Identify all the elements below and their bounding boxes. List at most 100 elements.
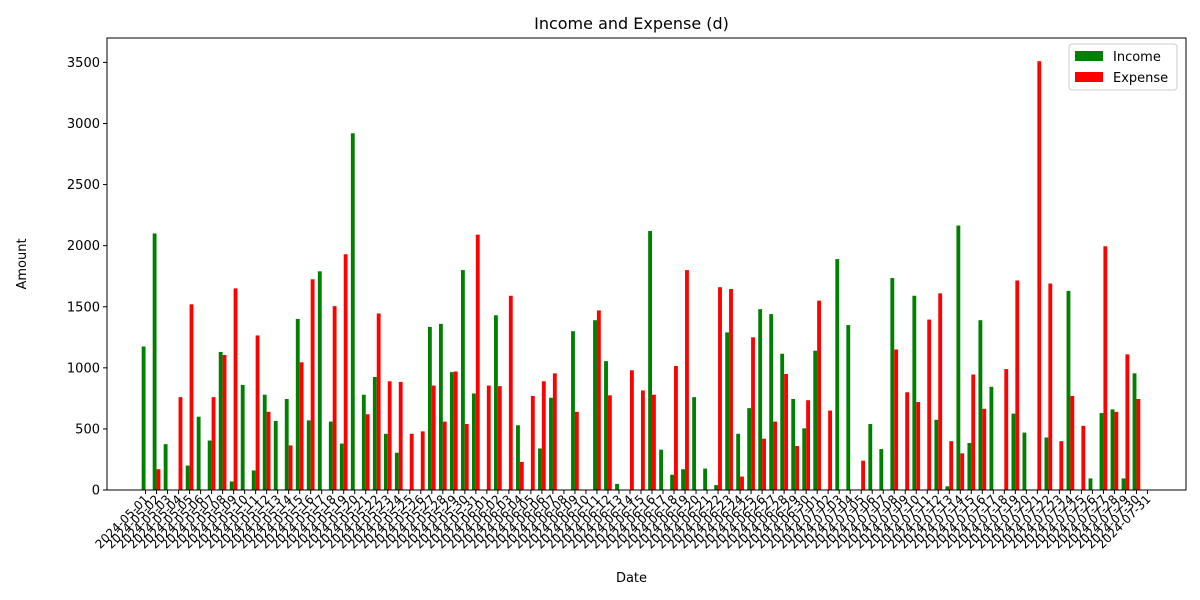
- income-bar: [1121, 478, 1126, 490]
- expense-bar: [222, 355, 227, 490]
- income-bar: [449, 372, 454, 490]
- expense-bar: [905, 392, 910, 490]
- expense-bar: [762, 438, 766, 490]
- expense-bar: [1070, 395, 1075, 490]
- y-tick-label: 0: [92, 484, 100, 499]
- expense-bar: [674, 366, 678, 490]
- income-bar: [185, 465, 190, 490]
- income-bar: [967, 442, 972, 490]
- y-tick-label: 2000: [67, 239, 100, 254]
- income-bar: [460, 270, 465, 490]
- expense-bar: [1059, 441, 1064, 490]
- expense-bar: [442, 421, 447, 490]
- expense-bar: [596, 310, 601, 490]
- income-bar: [670, 474, 675, 490]
- expense-bar: [431, 385, 436, 490]
- expense-bar: [927, 319, 932, 490]
- expense-bar: [497, 386, 502, 490]
- income-bar: [1011, 413, 1016, 490]
- expense-bar: [420, 431, 425, 490]
- income-bar: [934, 419, 939, 490]
- expense-bar: [255, 335, 260, 490]
- income-bar: [1044, 437, 1049, 490]
- income-bar: [703, 468, 708, 490]
- x-axis-ticks: 2024-05-012024-05-022024-05-032024-05-04…: [92, 490, 1154, 551]
- income-bar: [240, 384, 245, 490]
- income-bar: [604, 361, 608, 490]
- income-bar: [835, 259, 840, 490]
- expense-bar: [828, 410, 833, 490]
- income-bar: [251, 470, 256, 490]
- expense-bar: [574, 411, 579, 490]
- expense-bar: [740, 476, 744, 490]
- legend-label-expense: Expense: [1113, 71, 1168, 86]
- expense-bar: [894, 349, 899, 490]
- income-bar: [571, 331, 575, 490]
- expense-bar: [332, 306, 337, 490]
- expense-bar: [486, 385, 491, 490]
- expense-bar: [387, 381, 392, 490]
- income-bar: [868, 424, 873, 490]
- expense-bar: [795, 446, 799, 490]
- y-tick-label: 500: [75, 422, 100, 437]
- expense-bar: [409, 433, 414, 490]
- income-bar: [725, 332, 730, 490]
- expense-bar: [508, 295, 513, 490]
- expense-bar: [960, 453, 965, 490]
- legend-swatch-expense: [1075, 72, 1103, 82]
- expense-bar: [156, 469, 161, 490]
- expense-bar: [1114, 411, 1119, 490]
- income-bar: [284, 398, 289, 490]
- y-tick-label: 3500: [67, 56, 100, 71]
- income-bar: [163, 444, 168, 490]
- expense-bar: [652, 394, 656, 490]
- income-bar: [747, 408, 752, 490]
- income-bar: [350, 133, 355, 491]
- expense-bar: [1037, 61, 1042, 491]
- income-bar: [383, 433, 388, 490]
- expense-bar: [552, 373, 557, 490]
- bars-group: [141, 61, 1141, 491]
- expense-bar: [607, 395, 612, 490]
- income-bar: [494, 315, 498, 490]
- income-bar: [978, 320, 983, 490]
- expense-bar: [1004, 369, 1009, 490]
- income-bar: [769, 314, 774, 490]
- income-bar: [802, 428, 807, 490]
- expense-bar: [266, 411, 271, 490]
- expense-bar: [398, 381, 403, 490]
- expense-bar: [178, 397, 183, 490]
- income-bar: [1022, 432, 1027, 490]
- income-bar: [1066, 290, 1071, 490]
- expense-bar: [685, 270, 689, 490]
- income-bar: [615, 483, 619, 490]
- income-bar: [1099, 413, 1104, 490]
- y-tick-label: 3000: [67, 117, 100, 132]
- expense-bar: [475, 234, 480, 490]
- expense-bar: [629, 370, 634, 490]
- income-bar: [538, 448, 542, 490]
- expense-bar: [288, 445, 293, 490]
- expense-bar: [1103, 246, 1108, 490]
- income-bar: [262, 394, 267, 490]
- expense-bar: [971, 374, 976, 490]
- income-bar: [141, 346, 146, 490]
- expense-bar: [1136, 398, 1141, 490]
- income-bar: [813, 350, 818, 490]
- income-bar: [207, 440, 212, 490]
- expense-bar: [376, 313, 381, 490]
- expense-bar: [817, 300, 822, 490]
- income-bar: [229, 481, 234, 490]
- expense-bar: [464, 424, 469, 490]
- income-bar: [295, 318, 300, 490]
- expense-bar: [453, 371, 458, 490]
- legend: Income Expense: [1068, 43, 1178, 91]
- income-bar: [372, 377, 377, 490]
- income-bar: [516, 425, 520, 490]
- y-tick-label: 1000: [67, 361, 100, 376]
- income-bar: [273, 420, 278, 490]
- income-bar: [427, 326, 432, 490]
- y-tick-label: 1500: [67, 300, 100, 315]
- expense-bar: [365, 414, 370, 490]
- income-bar: [879, 449, 884, 490]
